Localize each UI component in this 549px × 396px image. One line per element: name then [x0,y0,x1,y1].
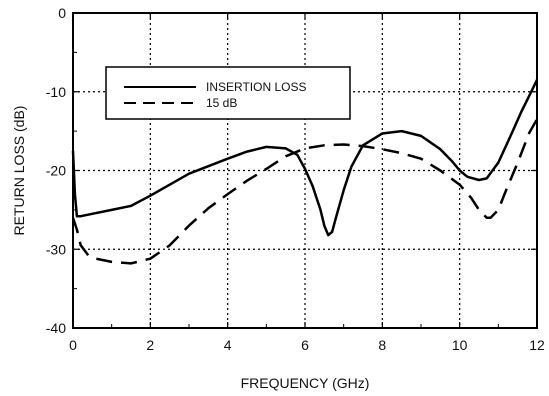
x-tick-label: 10 [452,337,468,353]
legend-box [105,66,351,120]
series-line-15db [71,118,539,265]
series-line-insertion-loss [71,79,539,237]
tick-marks [72,12,538,329]
x-tick-label: 0 [69,337,77,353]
x-tick-label: 12 [529,337,545,353]
legend-label-15db: 15 dB [206,96,237,110]
y-tick-label: -40 [46,320,66,336]
y-tick-label: -30 [46,241,66,257]
x-tick-label: 6 [301,337,309,353]
y-tick-label: 0 [58,5,66,21]
y-axis-label: RETURN LOSS (dB) [11,106,27,236]
x-tick-label: 2 [146,337,154,353]
tick-labels: 0 2 4 6 8 10 12 0 -10 -20 -30 -40 [46,5,545,353]
legend: INSERTION LOSS 15 dB [105,66,351,120]
y-tick-label: -20 [46,163,66,179]
legend-label-insertion-loss: INSERTION LOSS [206,80,306,94]
x-axis-label: FREQUENCY (GHz) [241,375,370,391]
series-layer [71,79,539,265]
y-tick-label: -10 [46,84,66,100]
x-tick-label: 8 [378,337,386,353]
x-tick-label: 4 [224,337,232,353]
